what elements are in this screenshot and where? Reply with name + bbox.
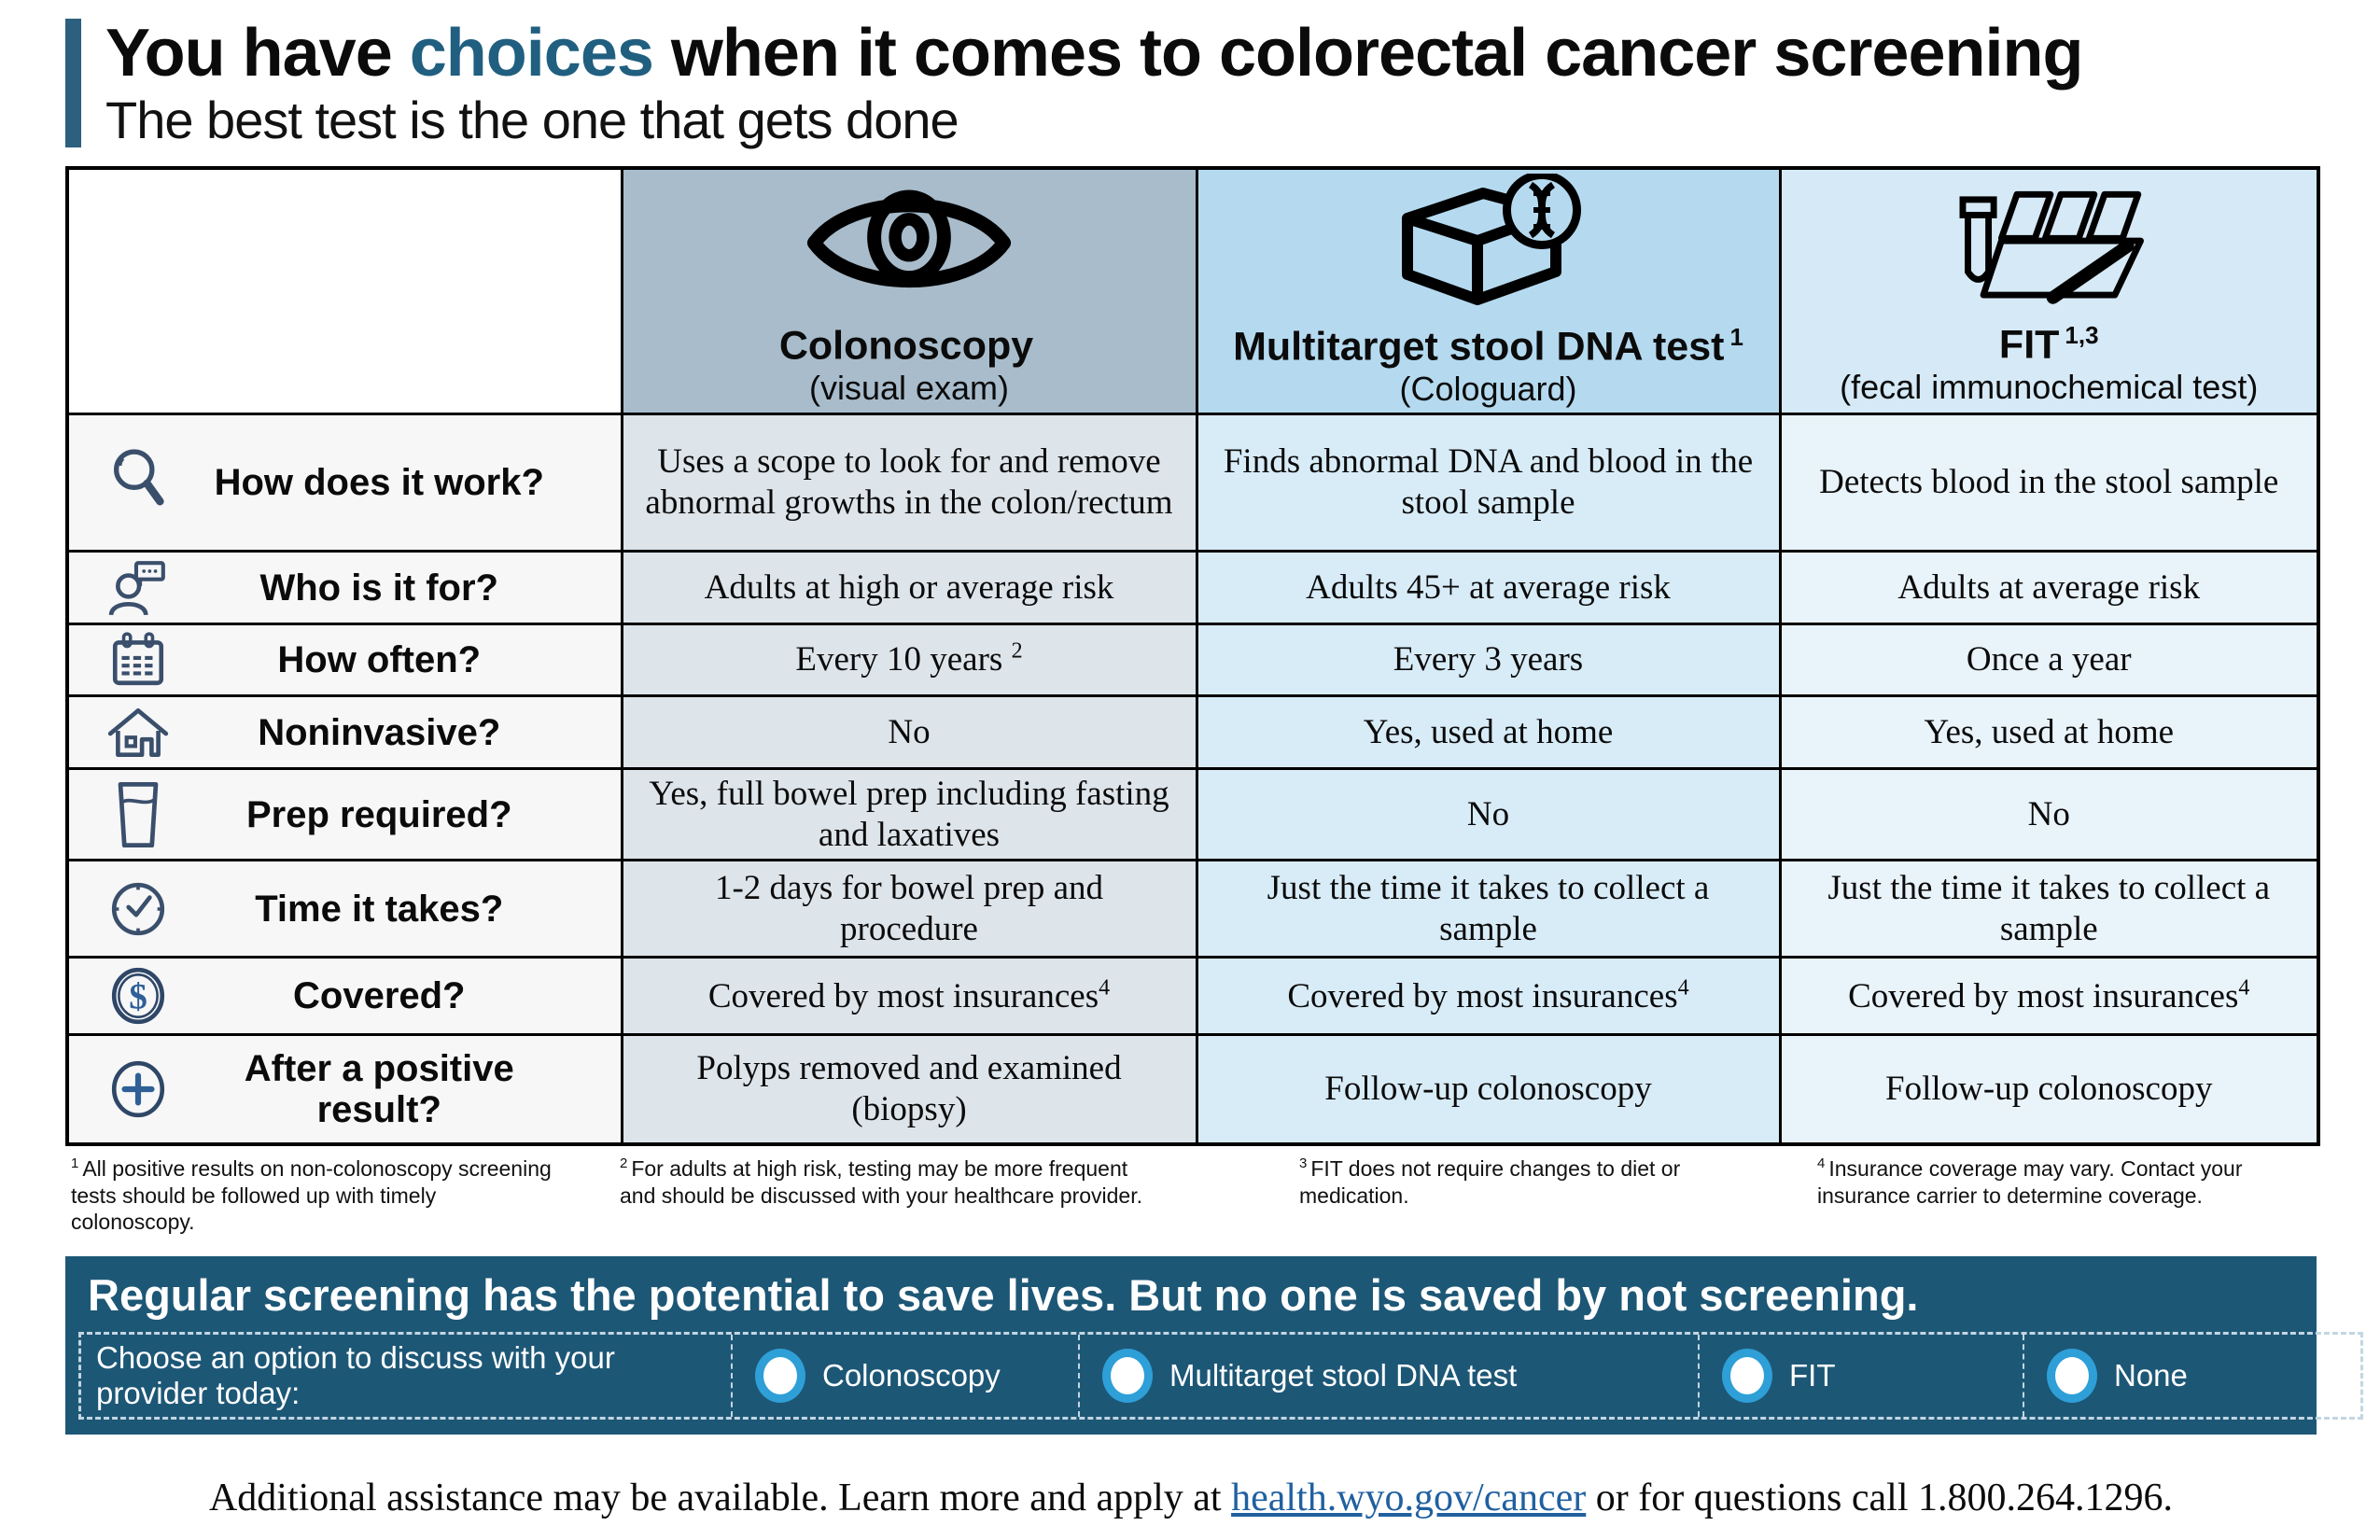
column-header-fit: FIT 1,3 (fecal immunochemical test) xyxy=(1778,166,2320,416)
page-subtitle: The best test is the one that gets done xyxy=(105,90,959,149)
radio-fit[interactable] xyxy=(1722,1349,1772,1404)
table-row: Time it takes? 1-2 days for bowel prep a… xyxy=(65,859,2320,959)
cell-colonoscopy: Covered by most insurances4 xyxy=(620,956,1198,1037)
radio-none[interactable] xyxy=(2047,1349,2097,1404)
cell-fit: Detects blood in the stool sample xyxy=(1778,413,2320,553)
table-row: Prep required? Yes, full bowel prep incl… xyxy=(65,767,2320,862)
radio-colonoscopy[interactable] xyxy=(755,1349,805,1404)
option-label: None xyxy=(2114,1358,2188,1393)
cell-fit: Adults at average risk xyxy=(1778,550,2320,626)
row-label: Prep required? xyxy=(245,793,512,835)
title-highlight: choices xyxy=(409,16,654,91)
column-title: Colonoscopy xyxy=(778,323,1034,369)
magnifier-icon xyxy=(90,443,187,522)
column-header-dna-test: Multitarget stool DNA test 1 (Cologuard) xyxy=(1195,166,1782,416)
dna-box-icon xyxy=(1219,171,1758,318)
cell-dna-test: Just the time it takes to collect a samp… xyxy=(1195,859,1782,959)
banner-title: Regular screening has the potential to s… xyxy=(88,1270,1919,1321)
accent-bar xyxy=(65,19,81,148)
assistance-text-post: or for questions call 1.800.264.1296. xyxy=(1586,1477,2174,1520)
option-fit[interactable]: FIT xyxy=(1698,1335,2023,1418)
assistance-note: Additional assistance may be available. … xyxy=(65,1476,2317,1520)
column-header-colonoscopy: Colonoscopy (visual exam) xyxy=(620,166,1198,416)
title-pre: You have xyxy=(105,16,410,91)
footnote-4: 4 Insurance coverage may vary. Contact yo… xyxy=(1817,1155,2243,1208)
cell-fit: No xyxy=(1778,767,2320,862)
table-row: How does it work? Uses a scope to look f… xyxy=(65,413,2320,553)
house-icon xyxy=(90,703,187,763)
cell-fit: Follow-up colonoscopy xyxy=(1778,1033,2320,1146)
row-label: Noninvasive? xyxy=(258,711,501,753)
footnote-1: 1 All positive results on non-colonoscopy… xyxy=(71,1155,552,1235)
cell-dna-test: Covered by most insurances4 xyxy=(1195,956,1782,1037)
radio-dna-test[interactable] xyxy=(1102,1349,1153,1404)
option-label: FIT xyxy=(1789,1358,1836,1393)
assistance-link[interactable]: health.wyo.gov/cancer xyxy=(1231,1477,1587,1520)
page-header: You have choices when it comes to colore… xyxy=(65,16,2317,149)
comparison-table: Colonoscopy (visual exam) Multitarget s xyxy=(65,166,2320,1146)
corner-cell xyxy=(65,166,623,416)
cell-dna-test: Finds abnormal DNA and blood in the stoo… xyxy=(1195,413,1782,553)
row-label: How often? xyxy=(277,639,482,681)
cell-colonoscopy: Adults at high or average risk xyxy=(620,550,1198,626)
page-title: You have choices when it comes to colore… xyxy=(105,16,2084,91)
table-row: $ Covered? Covered by most insurances4 C… xyxy=(65,956,2320,1037)
cell-fit: Covered by most insurances4 xyxy=(1778,956,2320,1037)
option-none[interactable]: None xyxy=(2023,1335,2360,1418)
cell-fit: Yes, used at home xyxy=(1778,694,2320,771)
footnote-2: 2 For adults at high risk, testing may be… xyxy=(620,1155,1143,1208)
assistance-text-pre: Additional assistance may be available. … xyxy=(208,1477,1232,1520)
table-row: How often? Every 10 years 2 Every 3 year… xyxy=(65,623,2320,698)
cell-colonoscopy: Yes, full bowel prep including fasting a… xyxy=(620,767,1198,862)
eye-icon xyxy=(644,175,1175,317)
option-label: Colonoscopy xyxy=(822,1358,1001,1393)
cell-dna-test: Every 3 years xyxy=(1195,623,1782,698)
table-row: Who is it for? Adults at high or average… xyxy=(65,550,2320,626)
cell-dna-test: Adults 45+ at average risk xyxy=(1195,550,1782,626)
cell-colonoscopy: Polyps removed and examined (biopsy) xyxy=(620,1033,1198,1146)
cell-colonoscopy: Uses a scope to look for and remove abno… xyxy=(620,413,1198,553)
column-subtitle: (fecal immunochemical test) xyxy=(1840,367,2259,406)
person-speech-icon xyxy=(90,557,187,619)
svg-text:$: $ xyxy=(129,977,147,1017)
table-header-row: Colonoscopy (visual exam) Multitarget s xyxy=(65,166,2320,416)
row-label: Covered? xyxy=(293,975,466,1017)
cell-dna-test: Yes, used at home xyxy=(1195,694,1782,771)
column-subtitle: (Cologuard) xyxy=(1399,370,1577,409)
footnote-3: 3 FIT does not require changes to diet or… xyxy=(1299,1155,1681,1208)
cell-colonoscopy: No xyxy=(620,694,1198,771)
cell-fit: Just the time it takes to collect a samp… xyxy=(1778,859,2320,959)
table-row: After a positive result? Polyps removed … xyxy=(65,1033,2320,1146)
footnotes: 1 All positive results on non-colonoscopy… xyxy=(65,1155,2317,1236)
cell-fit: Once a year xyxy=(1778,623,2320,698)
row-label: Who is it for? xyxy=(259,567,498,609)
column-title: Multitarget stool DNA test 1 xyxy=(1233,323,1743,370)
cta-banner: Regular screening has the potential to s… xyxy=(65,1256,2363,1435)
title-post: when it comes to colorectal cancer scree… xyxy=(652,16,2084,91)
option-dna-test[interactable]: Multitarget stool DNA test xyxy=(1078,1335,1698,1418)
cell-dna-test: Follow-up colonoscopy xyxy=(1195,1033,1782,1146)
glass-icon xyxy=(90,778,187,851)
option-colonoscopy[interactable]: Colonoscopy xyxy=(731,1335,1078,1418)
fit-kit-icon xyxy=(1802,176,2297,316)
calendar-icon xyxy=(90,629,187,691)
row-label: After a positive result? xyxy=(244,1048,514,1131)
table-row: Noninvasive? No Yes, used at home Yes, u… xyxy=(65,694,2320,771)
dollar-icon: $ xyxy=(90,965,187,1027)
plus-icon xyxy=(90,1058,187,1120)
option-label: Multitarget stool DNA test xyxy=(1169,1358,1518,1393)
cell-colonoscopy: Every 10 years 2 xyxy=(620,623,1198,698)
cell-colonoscopy: 1-2 days for bowel prep and procedure xyxy=(620,859,1198,959)
option-choice-row: Choose an option to discuss with your pr… xyxy=(78,1332,2363,1421)
row-label: How does it work? xyxy=(214,462,544,504)
column-title: FIT 1,3 xyxy=(1998,320,2099,368)
column-subtitle: (visual exam) xyxy=(808,369,1010,408)
cell-dna-test: No xyxy=(1195,767,1782,862)
clock-icon xyxy=(90,878,187,940)
row-label: Time it takes? xyxy=(255,888,504,930)
choose-option-prompt: Choose an option to discuss with your pr… xyxy=(96,1340,615,1411)
